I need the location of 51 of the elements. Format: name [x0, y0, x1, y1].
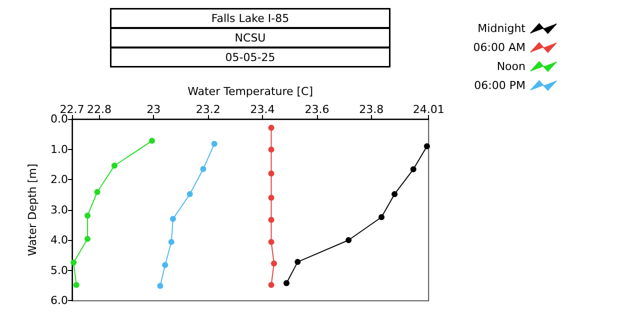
point [424, 143, 430, 150]
point [346, 237, 352, 244]
point [211, 140, 218, 147]
x-tick-label: 23 [146, 103, 161, 116]
y-tick-label: 4.0 [50, 234, 68, 247]
y-axis-title: Water Depth [m] [26, 164, 39, 256]
x-tick-label: 23.4 [250, 103, 275, 116]
point [268, 124, 274, 131]
legend-label: 06:00 AM [473, 41, 526, 54]
x-axis-title: Water Temperature [C] [188, 85, 314, 98]
x-tick-label: 23.6 [304, 103, 330, 116]
point [94, 188, 100, 195]
y-tick-label: 2.0 [50, 173, 68, 186]
point [111, 162, 118, 169]
point [84, 212, 91, 219]
point [268, 170, 274, 177]
x-tick-label: 22.8 [86, 103, 112, 116]
point [284, 280, 290, 286]
point [392, 191, 398, 198]
point [157, 282, 164, 289]
x-tick-label: 23.8 [359, 103, 384, 116]
x-tick-label: 24.01 [412, 103, 444, 116]
chart-title: Falls Lake I-85 [211, 12, 290, 25]
point [170, 216, 176, 222]
point [268, 238, 274, 245]
point [73, 282, 80, 288]
y-tick-label: 1.0 [50, 142, 68, 156]
point [378, 214, 385, 220]
point [168, 238, 174, 245]
point [410, 166, 416, 172]
point [186, 191, 193, 198]
y-tick-label: 5.0 [50, 264, 68, 277]
y-tick-label: 3.0 [50, 203, 68, 216]
point [200, 166, 206, 172]
point [294, 258, 301, 265]
point [268, 216, 274, 223]
legend-label: 06:00 PM [474, 79, 526, 92]
point [268, 282, 274, 288]
text: 05-05-25 [225, 50, 276, 64]
point [70, 260, 77, 266]
point [149, 138, 156, 144]
y-tick-label: 6.0 [50, 294, 68, 308]
point [268, 146, 274, 153]
point [162, 262, 168, 268]
chart-subtitle: NCSU [234, 31, 266, 44]
legend-label: Noon [496, 60, 526, 73]
legend-label: Midnight [478, 22, 526, 35]
x-tick-label: 23.2 [196, 103, 220, 116]
point [268, 194, 274, 201]
point [84, 236, 91, 242]
point [270, 260, 277, 266]
